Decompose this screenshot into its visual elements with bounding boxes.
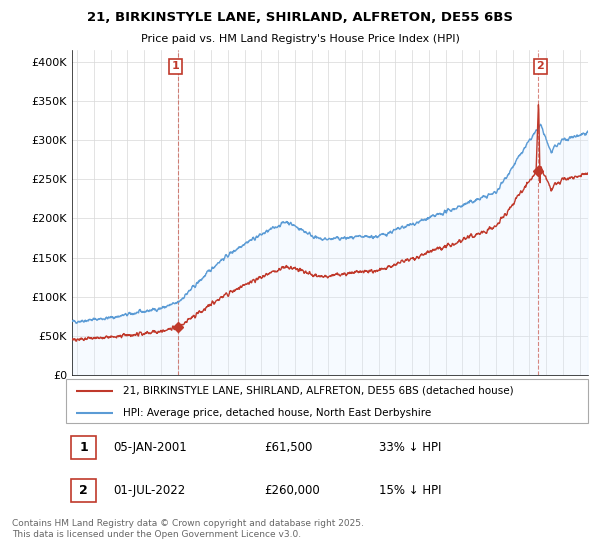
Text: 2: 2 (79, 484, 88, 497)
FancyBboxPatch shape (71, 479, 96, 502)
Text: 2: 2 (536, 62, 544, 71)
Text: 01-JUL-2022: 01-JUL-2022 (113, 484, 185, 497)
Text: Contains HM Land Registry data © Crown copyright and database right 2025.
This d: Contains HM Land Registry data © Crown c… (12, 519, 364, 539)
Text: 33% ↓ HPI: 33% ↓ HPI (379, 441, 442, 454)
Text: 21, BIRKINSTYLE LANE, SHIRLAND, ALFRETON, DE55 6BS: 21, BIRKINSTYLE LANE, SHIRLAND, ALFRETON… (87, 11, 513, 24)
Text: 21, BIRKINSTYLE LANE, SHIRLAND, ALFRETON, DE55 6BS (detached house): 21, BIRKINSTYLE LANE, SHIRLAND, ALFRETON… (124, 386, 514, 396)
FancyBboxPatch shape (71, 436, 96, 459)
Text: 1: 1 (172, 62, 179, 71)
FancyBboxPatch shape (66, 379, 588, 423)
Text: HPI: Average price, detached house, North East Derbyshire: HPI: Average price, detached house, Nort… (124, 408, 431, 418)
Text: 1: 1 (79, 441, 88, 454)
Text: 05-JAN-2001: 05-JAN-2001 (113, 441, 187, 454)
Text: 15% ↓ HPI: 15% ↓ HPI (379, 484, 442, 497)
Text: £260,000: £260,000 (265, 484, 320, 497)
Text: £61,500: £61,500 (265, 441, 313, 454)
Text: Price paid vs. HM Land Registry's House Price Index (HPI): Price paid vs. HM Land Registry's House … (140, 34, 460, 44)
